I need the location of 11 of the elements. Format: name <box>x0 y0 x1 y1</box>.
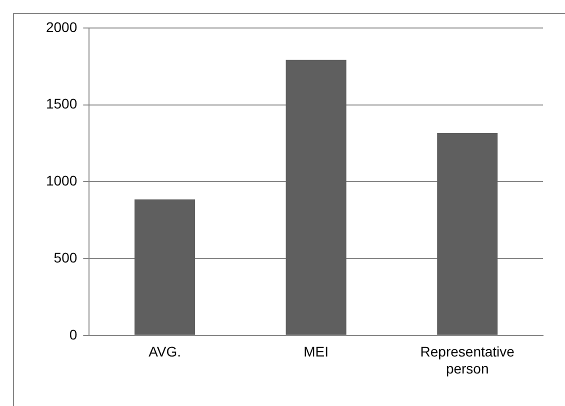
bar <box>134 199 196 335</box>
y-tick-label: 2000 <box>46 18 78 35</box>
bar <box>437 132 498 335</box>
x-tick-label: AVG. <box>148 344 181 360</box>
y-tick-label: 500 <box>54 249 78 266</box>
x-tick-label: Representative person <box>420 344 515 376</box>
bar <box>286 60 346 335</box>
y-tick-label: 0 <box>69 326 78 342</box>
x-tick-label: MEI <box>304 344 329 360</box>
y-tick-label: 1500 <box>46 96 78 112</box>
y-tick-label: 1000 <box>46 172 78 189</box>
